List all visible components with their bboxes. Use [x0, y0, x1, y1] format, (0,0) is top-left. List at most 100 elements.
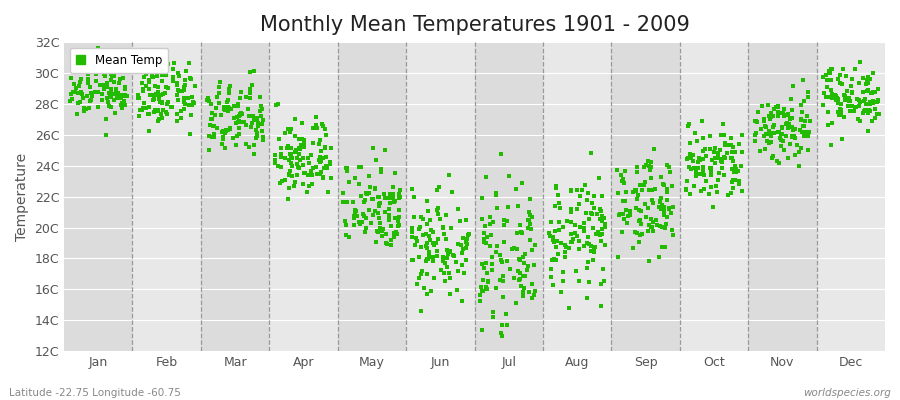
- Point: [555, 224, 570, 230]
- Point: [558, 242, 572, 248]
- Point: [845, 76, 859, 82]
- Point: [92, 68, 106, 74]
- Point: [434, 267, 448, 273]
- Point: [362, 173, 376, 179]
- Point: [316, 123, 330, 130]
- Point: [246, 113, 260, 120]
- Point: [691, 165, 706, 171]
- Point: [527, 288, 542, 294]
- Point: [786, 83, 800, 89]
- Point: [284, 151, 299, 158]
- Point: [711, 154, 725, 160]
- Point: [296, 162, 310, 168]
- Point: [858, 96, 872, 102]
- Point: [665, 204, 680, 211]
- Point: [324, 144, 338, 151]
- Point: [710, 189, 724, 196]
- Point: [505, 246, 519, 252]
- Point: [93, 82, 107, 88]
- Point: [141, 128, 156, 134]
- Point: [757, 116, 771, 122]
- Point: [759, 124, 773, 130]
- Point: [462, 230, 476, 237]
- Point: [282, 171, 296, 178]
- Point: [660, 186, 674, 192]
- Point: [155, 78, 169, 84]
- Point: [831, 100, 845, 106]
- Point: [696, 148, 710, 154]
- Point: [644, 216, 658, 222]
- Point: [764, 154, 778, 161]
- Point: [113, 102, 128, 109]
- Point: [703, 132, 717, 139]
- Point: [775, 124, 789, 131]
- Point: [473, 298, 488, 304]
- Point: [581, 216, 596, 222]
- Point: [379, 240, 393, 246]
- Point: [303, 168, 318, 175]
- Point: [500, 322, 514, 328]
- Point: [282, 126, 296, 132]
- Point: [644, 164, 658, 171]
- Point: [284, 163, 299, 169]
- Point: [711, 177, 725, 183]
- Point: [84, 89, 98, 96]
- Point: [215, 136, 230, 142]
- Bar: [816, 42, 885, 351]
- Point: [204, 116, 219, 122]
- Point: [405, 224, 419, 231]
- Point: [825, 91, 840, 98]
- Point: [572, 278, 587, 284]
- Point: [822, 68, 836, 74]
- Point: [616, 178, 630, 184]
- Point: [496, 278, 510, 284]
- Point: [232, 124, 247, 131]
- Point: [584, 248, 598, 254]
- Point: [551, 192, 565, 198]
- Point: [758, 146, 772, 152]
- Point: [79, 105, 94, 112]
- Point: [748, 117, 762, 124]
- Point: [695, 118, 709, 124]
- Point: [369, 239, 383, 246]
- Point: [476, 277, 491, 284]
- Point: [511, 268, 526, 274]
- Point: [419, 221, 434, 228]
- Point: [761, 112, 776, 119]
- Point: [387, 170, 401, 176]
- Point: [770, 113, 785, 119]
- Point: [207, 112, 221, 118]
- Point: [372, 201, 386, 208]
- Point: [770, 104, 785, 111]
- Point: [489, 190, 503, 196]
- Point: [424, 227, 438, 234]
- Point: [475, 327, 490, 334]
- Point: [220, 99, 234, 106]
- Point: [296, 170, 310, 176]
- Point: [869, 110, 884, 117]
- Point: [218, 107, 232, 113]
- Point: [362, 190, 376, 196]
- Point: [766, 113, 780, 120]
- Point: [757, 118, 771, 125]
- Point: [615, 178, 629, 184]
- Point: [777, 113, 791, 119]
- Point: [178, 100, 193, 107]
- Point: [120, 93, 134, 100]
- Point: [659, 221, 673, 227]
- Point: [496, 273, 510, 279]
- Point: [323, 161, 338, 167]
- Point: [430, 187, 445, 193]
- Point: [629, 230, 643, 236]
- Point: [84, 96, 98, 103]
- Point: [378, 209, 392, 216]
- Point: [816, 102, 831, 108]
- Point: [372, 203, 386, 209]
- Point: [489, 249, 503, 255]
- Point: [459, 217, 473, 223]
- Point: [165, 104, 179, 110]
- Bar: [406, 42, 474, 351]
- Point: [108, 91, 122, 98]
- Point: [302, 154, 316, 161]
- Point: [698, 146, 712, 152]
